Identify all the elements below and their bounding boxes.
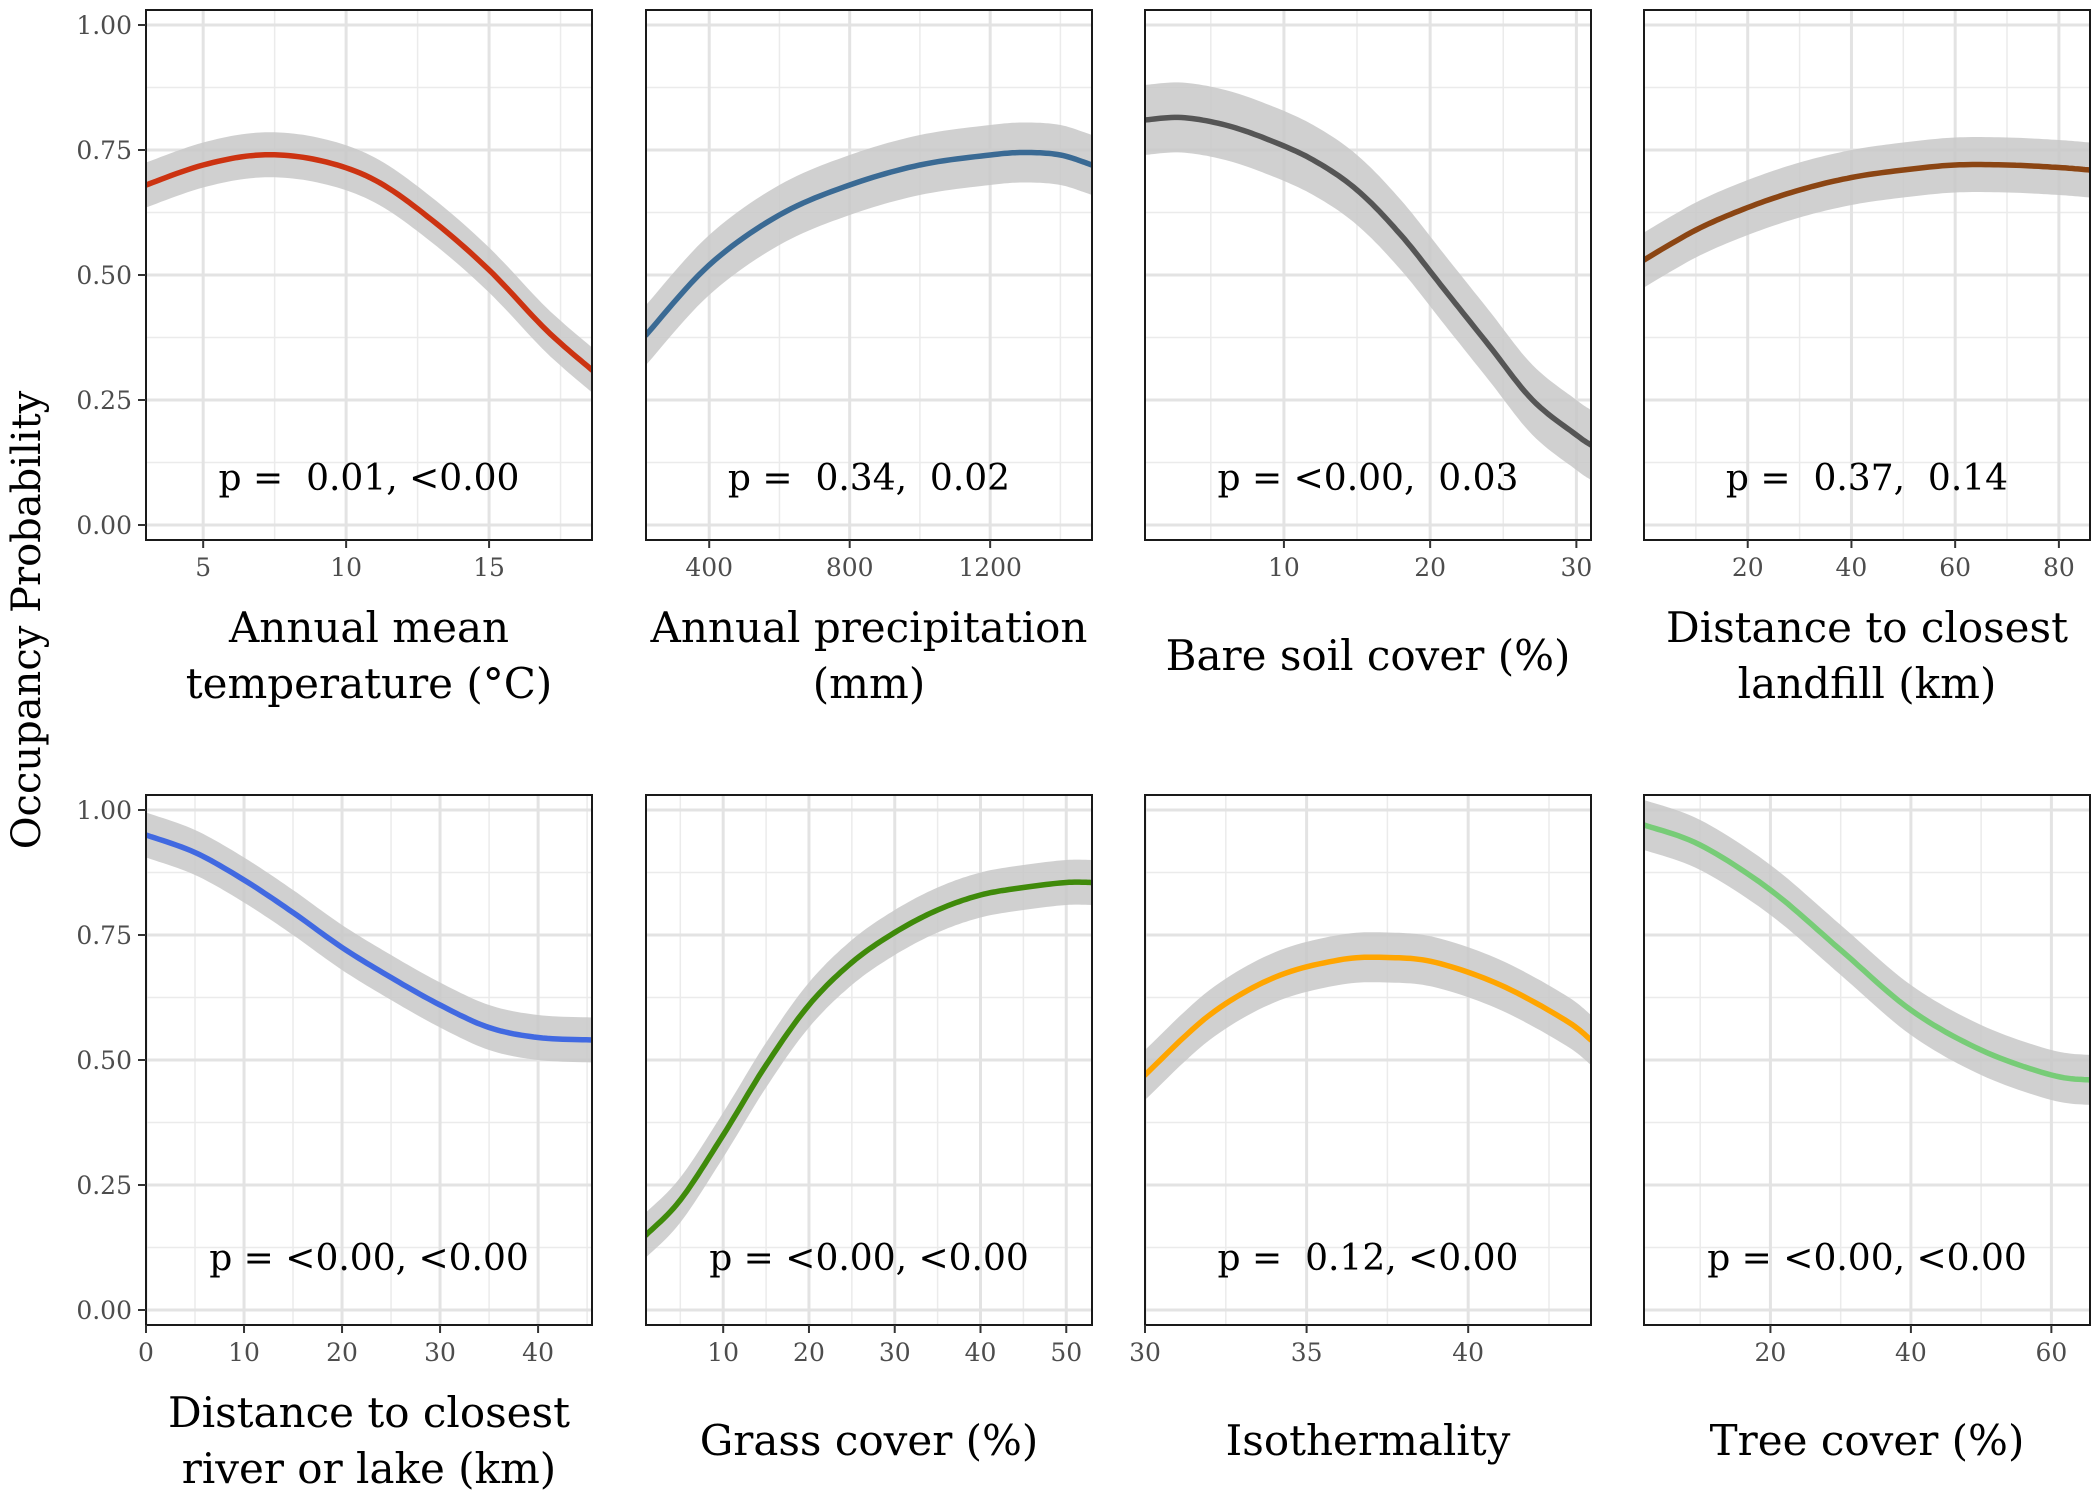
series-line — [1145, 954, 1591, 1078]
p-value-annotation: p = 0.34, 0.02 — [728, 458, 1010, 499]
series-line — [1644, 822, 2090, 1083]
x-axis-title: Distance to closest — [168, 1388, 570, 1437]
x-tick-label: 30 — [1560, 553, 1592, 582]
x-tick-label: 40 — [1452, 1338, 1484, 1367]
x-tick-label: 800 — [826, 553, 874, 582]
x-tick-label: 20 — [1755, 1338, 1787, 1367]
panel-frame — [645, 794, 1093, 1326]
p-value-annotation: p = 0.12, <0.00 — [1218, 1238, 1519, 1279]
p-value-annotation: p = <0.00, 0.03 — [1218, 458, 1519, 499]
y-tick-label: 0.75 — [76, 136, 132, 165]
x-tick-label: 30 — [1129, 1338, 1161, 1367]
y-tick-label: 0.25 — [76, 386, 132, 415]
grid — [146, 795, 592, 1325]
x-tick-label: 20 — [1414, 553, 1446, 582]
x-tick-label: 60 — [2035, 1338, 2067, 1367]
confidence-band — [146, 812, 592, 1063]
x-tick-label: 30 — [879, 1338, 911, 1367]
x-axis-title: (mm) — [813, 659, 925, 708]
series-line — [146, 832, 592, 1043]
y-tick-label: 0.25 — [76, 1171, 132, 1200]
x-tick-label: 20 — [1732, 553, 1764, 582]
x-tick-label: 40 — [522, 1338, 554, 1367]
panel-3: 10 20 30 p = <0.00, 0.03 Bare soil cover (%) — [1144, 9, 1592, 680]
x-tick-label: 60 — [1939, 553, 1971, 582]
panel-7: 30 35 40 p = 0.12, <0.00 Isothermality — [1129, 794, 1592, 1465]
panel-4: 20 40 60 80 p = 0.37, 0.14 Distance to closes… — [1643, 9, 2091, 708]
y-tick-label: 0.75 — [76, 921, 132, 950]
panel-frame — [1643, 794, 2091, 1326]
x-axis-title: Isothermality — [1226, 1416, 1511, 1465]
panel-frame — [645, 9, 1093, 541]
x-tick-label: 80 — [2043, 553, 2075, 582]
x-tick-label: 5 — [195, 553, 211, 582]
grid — [1145, 795, 1591, 1325]
confidence-band — [146, 132, 592, 393]
x-axis-title: Annual precipitation — [650, 603, 1088, 652]
y-tick-label: 0.50 — [76, 261, 132, 290]
panel-5: 0.00 0.25 0.50 0.75 1.00 0 10 20 30 40 p = <0.00, … — [76, 794, 593, 1493]
p-value-annotation: p = <0.00, <0.00 — [209, 1238, 529, 1279]
x-axis-title: Bare soil cover (%) — [1166, 631, 1571, 680]
p-value-annotation: p = 0.37, 0.14 — [1726, 458, 2008, 499]
y-tick-label: 0.50 — [76, 1046, 132, 1075]
confidence-band — [1145, 82, 1591, 481]
x-tick-label: 20 — [793, 1338, 825, 1367]
x-tick-label: 1200 — [958, 553, 1022, 582]
x-axis-title: landfill (km) — [1738, 659, 1997, 708]
x-tick-label: 30 — [424, 1338, 456, 1367]
panel-1: 0.00 0.25 0.50 0.75 1.00 5 10 15 p = 0.01, <0.00… — [76, 9, 593, 708]
series-line — [646, 149, 1092, 338]
series-line — [146, 152, 592, 373]
x-tick-label: 0 — [138, 1338, 154, 1367]
series-line — [1644, 161, 2090, 263]
x-tick-label: 40 — [1836, 553, 1868, 582]
x-axis-title: Distance to closest — [1666, 603, 2068, 652]
grid — [1644, 10, 2090, 540]
x-tick-label: 50 — [1050, 1338, 1082, 1367]
x-tick-label: 15 — [473, 553, 505, 582]
y-tick-label: 1.00 — [76, 796, 132, 825]
y-axis-title: Occupancy Probability — [4, 390, 50, 849]
x-tick-label: 10 — [1268, 553, 1300, 582]
x-tick-label: 10 — [228, 1338, 260, 1367]
panel-frame — [1144, 794, 1592, 1326]
x-tick-label: 10 — [707, 1338, 739, 1367]
confidence-band — [1644, 137, 2090, 288]
p-value-annotation: p = 0.01, <0.00 — [219, 458, 520, 499]
x-tick-label: 40 — [965, 1338, 997, 1367]
x-tick-label: 20 — [326, 1338, 358, 1367]
y-tick-label: 1.00 — [76, 11, 132, 40]
x-tick-label: 10 — [330, 553, 362, 582]
panel-2: 400 800 1200 p = 0.34, 0.02 Annual precipita… — [645, 9, 1093, 708]
x-tick-label: 40 — [1895, 1338, 1927, 1367]
p-value-annotation: p = <0.00, <0.00 — [709, 1238, 1029, 1279]
y-tick-label: 0.00 — [76, 511, 132, 540]
x-axis-title: river or lake (km) — [182, 1444, 556, 1493]
x-axis-title: temperature (°C) — [186, 659, 553, 708]
panel-6: 10 20 30 40 50 p = <0.00, <0.00 Grass cover (%… — [645, 794, 1093, 1465]
x-axis-title: Grass cover (%) — [700, 1416, 1039, 1465]
y-tick-label: 0.00 — [76, 1296, 132, 1325]
confidence-band — [646, 122, 1092, 365]
panels: 0.00 0.25 0.50 0.75 1.00 5 10 15 p = 0.01, <0.00… — [76, 9, 2091, 1493]
series-line — [1145, 114, 1591, 448]
panel-frame — [1144, 9, 1592, 541]
x-axis-title: Tree cover (%) — [1710, 1416, 2025, 1465]
panel-8: 20 40 60 p = <0.00, <0.00 Tree cover (%) — [1643, 794, 2091, 1465]
confidence-band — [646, 859, 1092, 1258]
p-value-annotation: p = <0.00, <0.00 — [1707, 1238, 2027, 1279]
series-line — [646, 879, 1092, 1238]
x-tick-label: 35 — [1291, 1338, 1323, 1367]
x-axis-title: Annual mean — [228, 603, 509, 652]
x-tick-label: 400 — [685, 553, 733, 582]
panel-frame — [1643, 9, 2091, 541]
